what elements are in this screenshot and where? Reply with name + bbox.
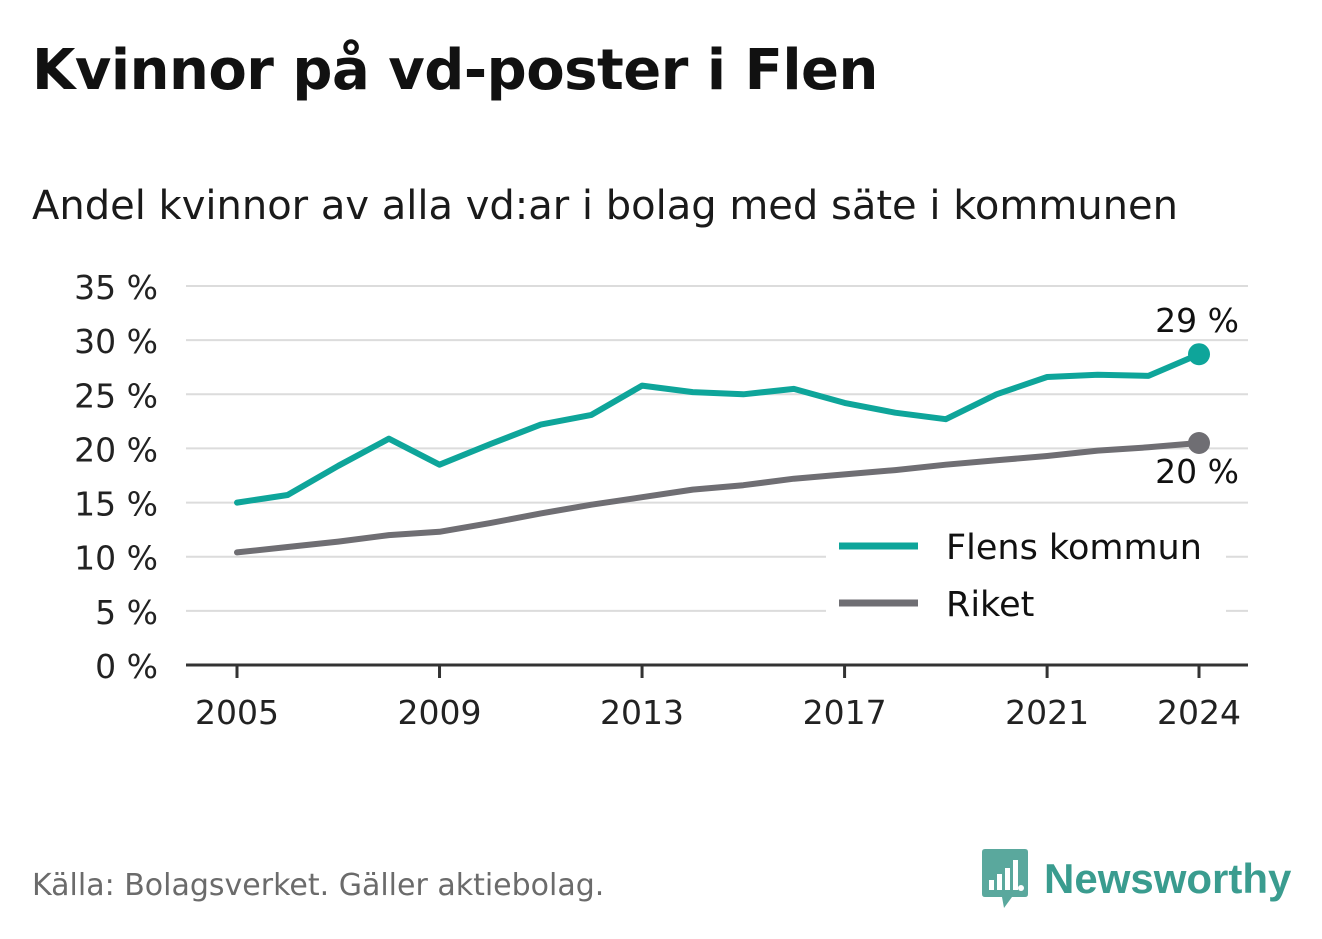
x-axis-ticks: 2005 2009 2013 2017 2021 2024 <box>195 665 1241 732</box>
y-tick-label: 30 % <box>74 322 158 361</box>
brand-name: Newsworthy <box>1044 855 1292 902</box>
y-tick-label: 10 % <box>74 539 158 578</box>
series-line-flen <box>234 351 1202 506</box>
x-tick-label: 2017 <box>803 693 887 732</box>
chart-title: Kvinnor på vd-poster i Flen <box>32 38 878 103</box>
y-tick-label: 5 % <box>95 593 158 632</box>
legend-background <box>826 522 1226 634</box>
legend: Flens kommun Riket <box>839 528 1202 625</box>
end-value-label: 29 % <box>1155 301 1239 340</box>
y-tick-label: 15 % <box>74 485 158 524</box>
series-line-riket <box>234 440 1202 556</box>
y-axis-ticks: 0 % 5 % 10 % 15 % 20 % 25 % 30 % 35 % <box>74 268 158 686</box>
y-tick-label: 25 % <box>74 376 158 415</box>
newsworthy-logo-icon <box>982 849 1028 908</box>
x-tick-label: 2005 <box>195 693 279 732</box>
x-tick-label: 2009 <box>398 693 482 732</box>
y-tick-label: 20 % <box>74 430 158 469</box>
grid-lines <box>186 285 1248 612</box>
legend-label: Flens kommun <box>946 528 1202 568</box>
y-tick-label: 0 % <box>95 647 158 686</box>
series-end-point <box>1188 432 1210 455</box>
chart-subtitle: Andel kvinnor av alla vd:ar i bolag med … <box>32 183 1178 229</box>
x-tick-label: 2021 <box>1005 693 1089 732</box>
series-end-point <box>1188 343 1210 366</box>
y-tick-label: 35 % <box>74 268 158 307</box>
legend-label: Riket <box>946 585 1034 625</box>
x-tick-label: 2024 <box>1157 693 1241 732</box>
end-value-label: 20 % <box>1155 452 1239 491</box>
x-tick-label: 2013 <box>600 693 684 732</box>
brand-logo: Newsworthy <box>980 848 1291 910</box>
source-note: Källa: Bolagsverket. Gäller aktiebolag. <box>32 868 605 903</box>
